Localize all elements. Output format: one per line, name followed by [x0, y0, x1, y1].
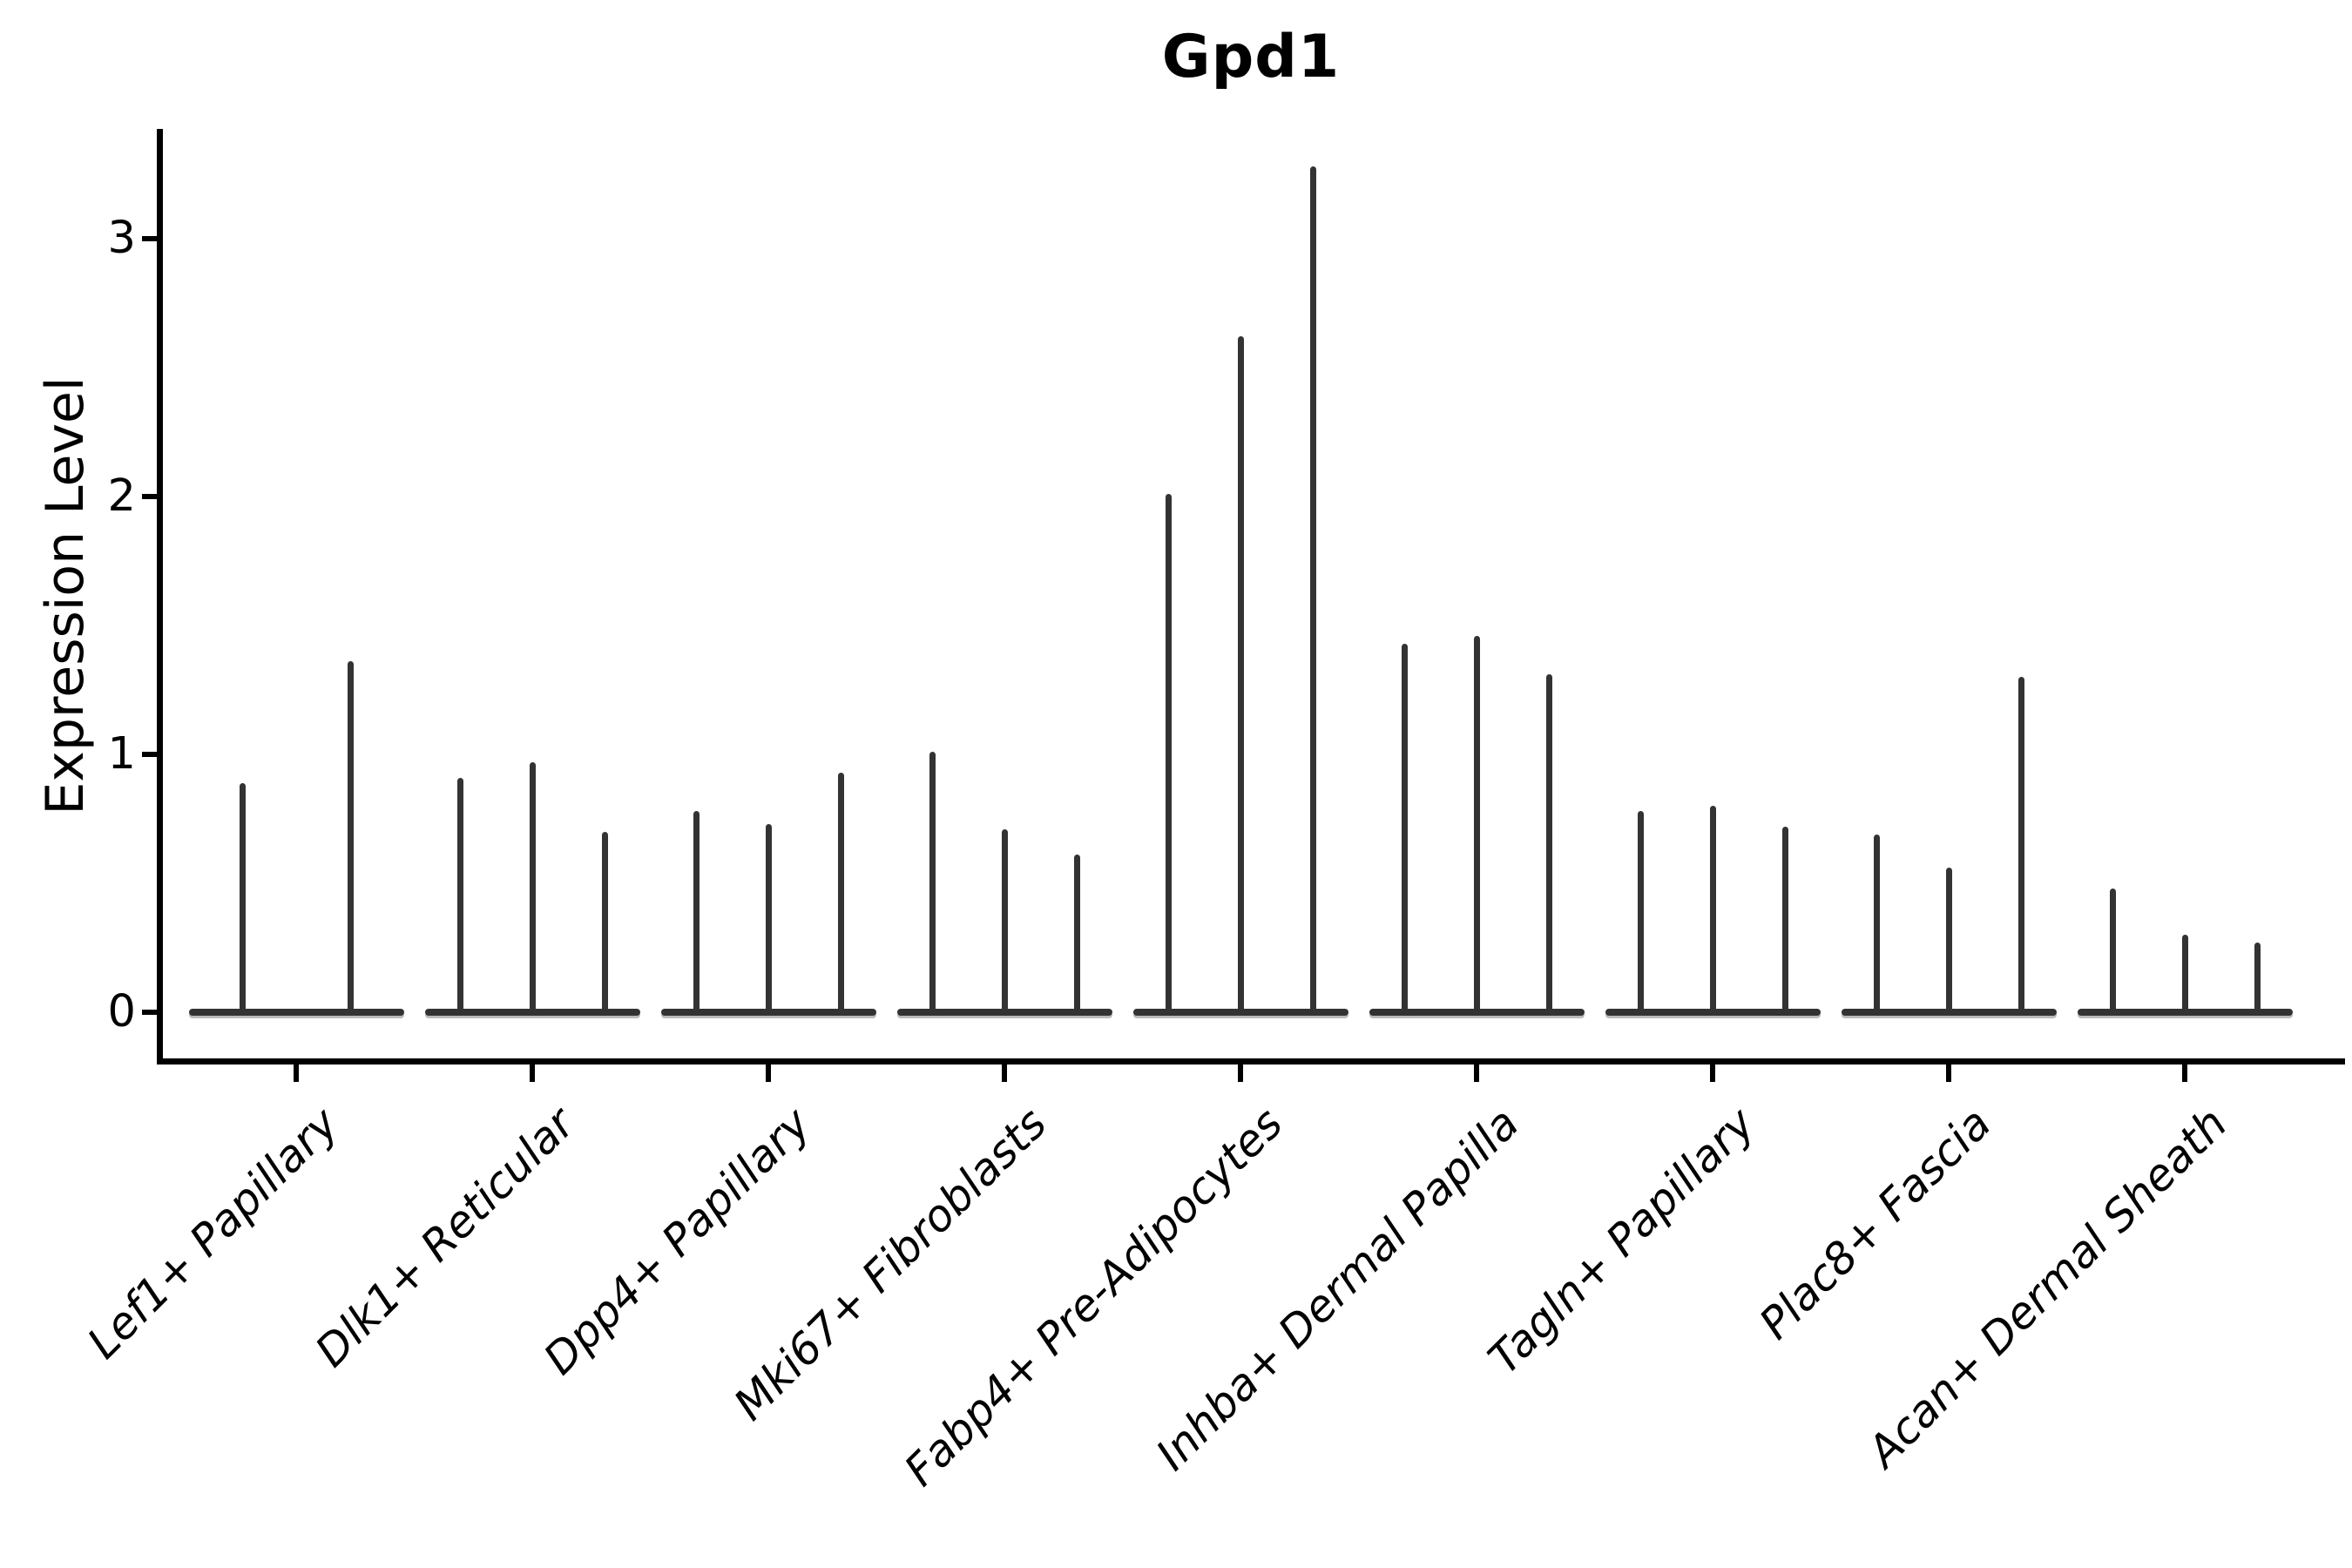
- violin-spike: [601, 831, 608, 1012]
- violin-base: [1132, 1009, 1348, 1016]
- violin-base: [2077, 1009, 2293, 1016]
- plot-title: Gpd1: [1161, 23, 1341, 91]
- y-tick-mark: [142, 494, 157, 499]
- y-axis-spine: [157, 129, 163, 1064]
- x-category-label: Plac8+ Fascia: [1749, 1098, 2001, 1349]
- x-axis-spine: [157, 1058, 2345, 1064]
- violin-base: [1841, 1009, 2057, 1016]
- violin-spike: [837, 772, 844, 1012]
- x-tick-mark: [1946, 1064, 1951, 1082]
- x-tick-mark: [2182, 1064, 2187, 1082]
- violin-base: [1369, 1009, 1585, 1016]
- violin-spike: [1401, 643, 1408, 1012]
- x-tick-mark: [1474, 1064, 1479, 1082]
- violin-spike: [1545, 674, 1552, 1012]
- y-tick-label: 3: [107, 213, 136, 264]
- y-tick-label: 0: [107, 986, 136, 1037]
- x-tick-mark: [530, 1064, 535, 1082]
- violin-spike: [347, 661, 354, 1012]
- violin-base: [424, 1009, 640, 1016]
- violin-spike: [2254, 943, 2261, 1012]
- x-category-label: Tagln+ Papillary: [1478, 1098, 1765, 1384]
- violin-spike: [2181, 935, 2188, 1012]
- violin-spike: [1945, 868, 1952, 1012]
- violin-base: [1605, 1009, 1821, 1016]
- x-tick-mark: [294, 1064, 299, 1082]
- x-tick-mark: [1238, 1064, 1243, 1082]
- x-category-label: Lef1+ Papillary: [78, 1098, 348, 1369]
- violin-spike: [1873, 834, 1880, 1012]
- violin-spike: [693, 811, 700, 1012]
- x-tick-mark: [766, 1064, 771, 1082]
- violin-spike: [239, 782, 246, 1012]
- x-category-label: Dpp4+ Papillary: [534, 1098, 821, 1385]
- violin-spike: [1781, 826, 1788, 1012]
- violin-spike: [1637, 811, 1644, 1012]
- violin-base: [660, 1009, 876, 1016]
- violin-spike: [1309, 166, 1316, 1012]
- violin-spike: [2017, 677, 2024, 1012]
- x-tick-mark: [1710, 1064, 1715, 1082]
- x-tick-mark: [1002, 1064, 1007, 1082]
- violin-spike: [1473, 635, 1480, 1012]
- violin-spike: [456, 777, 463, 1012]
- y-tick-mark: [142, 752, 157, 757]
- violin-spike: [1001, 828, 1008, 1012]
- x-category-label: Fabp4+ Pre-Adipocytes: [895, 1098, 1293, 1497]
- violin-spike: [929, 752, 936, 1012]
- y-tick-mark: [142, 236, 157, 241]
- violin-spike: [1237, 336, 1244, 1012]
- violin-spike: [2109, 888, 2116, 1012]
- violin-spike: [765, 823, 772, 1012]
- x-category-label: Dlk1+ Reticular: [305, 1098, 585, 1377]
- violin-base: [896, 1009, 1112, 1016]
- y-tick-label: 2: [107, 470, 136, 522]
- violin-base: [188, 1009, 404, 1016]
- violin-spike: [529, 761, 536, 1012]
- violin-spike: [1073, 855, 1080, 1012]
- y-tick-mark: [142, 1010, 157, 1015]
- violin-spike: [1709, 806, 1716, 1012]
- violin-spike: [1165, 494, 1172, 1012]
- y-tick-label: 1: [107, 728, 136, 780]
